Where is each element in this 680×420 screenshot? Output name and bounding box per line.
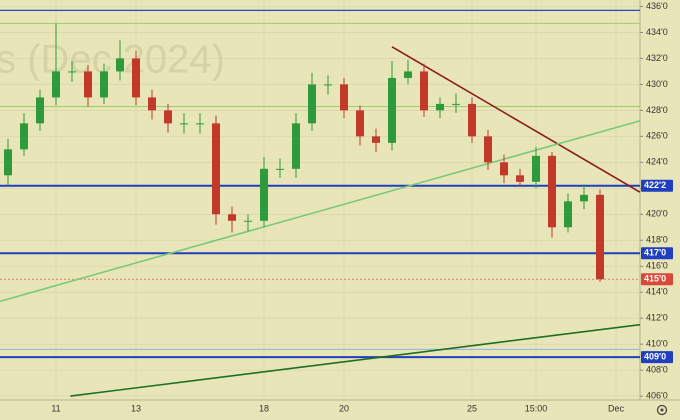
- price-tag: [641, 179, 673, 192]
- candle-body: [68, 71, 76, 73]
- candle-body: [340, 84, 348, 111]
- price-tag: [641, 351, 673, 364]
- candle-body: [420, 71, 428, 111]
- y-tick-label: 430'0: [646, 79, 668, 89]
- candle-body: [388, 77, 396, 143]
- candle-body: [404, 71, 412, 78]
- candle-body: [500, 162, 508, 176]
- trend-line: [70, 323, 641, 397]
- price-tag-label: 409'0: [644, 352, 666, 362]
- candle-body: [564, 201, 572, 228]
- x-tick-label: 20: [339, 403, 349, 413]
- watermark: s (Dec 2024): [0, 38, 225, 82]
- settings-icon[interactable]: [656, 404, 668, 416]
- x-tick-label: 11: [51, 403, 60, 413]
- x-tick-label: 18: [259, 403, 269, 413]
- candle-body: [228, 214, 236, 221]
- trend-line: [0, 120, 641, 303]
- trend-line: [391, 46, 641, 193]
- x-tick-label: Dec: [608, 403, 625, 413]
- y-tick-label: 424'0: [646, 157, 668, 167]
- candle-body: [580, 194, 588, 202]
- candle-body: [548, 155, 556, 228]
- candle-body: [212, 123, 220, 215]
- candle-body: [36, 97, 44, 124]
- y-tick-label: 426'0: [646, 131, 668, 141]
- candle-body: [308, 84, 316, 124]
- candle-body: [484, 136, 492, 163]
- price-tag-label: 422'2: [644, 180, 666, 190]
- price-tag-label: 415'0: [644, 274, 666, 284]
- candle-body: [372, 136, 380, 143]
- price-tag: [641, 247, 673, 260]
- price-tag-label: 417'0: [644, 248, 666, 258]
- y-tick-label: 418'0: [646, 235, 668, 245]
- candle-body: [516, 175, 524, 182]
- y-tick-label: 434'0: [646, 27, 668, 37]
- y-tick-label: 416'0: [646, 261, 668, 271]
- y-tick-label: 414'0: [646, 287, 668, 297]
- candle-body: [52, 71, 60, 98]
- x-tick-label: 25: [467, 403, 477, 413]
- price-tag: [641, 273, 673, 286]
- x-tick-label: 13: [131, 403, 141, 413]
- candle-body: [180, 123, 188, 125]
- candle-body: [84, 71, 92, 98]
- y-tick-label: 412'0: [646, 313, 668, 323]
- candle-body: [132, 58, 140, 98]
- x-tick-label: 15:00: [525, 403, 548, 413]
- candle-body: [244, 220, 252, 222]
- candle-body: [356, 110, 364, 137]
- candle-body: [196, 123, 204, 125]
- candle-body: [596, 194, 604, 280]
- y-tick-label: 406'0: [646, 390, 668, 400]
- candle-body: [100, 71, 108, 98]
- y-tick-label: 410'0: [646, 339, 668, 349]
- candle-body: [260, 168, 268, 221]
- candle-body: [276, 168, 284, 170]
- candle-body: [324, 84, 332, 86]
- candle-body: [452, 103, 460, 105]
- candle-body: [468, 103, 476, 137]
- candle-body: [4, 149, 12, 176]
- y-tick-label: 408'0: [646, 365, 668, 375]
- candle-body: [116, 58, 124, 72]
- candle-body: [292, 123, 300, 169]
- y-tick-label: 436'0: [646, 1, 668, 11]
- y-tick-label: 428'0: [646, 105, 668, 115]
- candle-body: [436, 103, 444, 111]
- candle-body: [532, 155, 540, 182]
- y-tick-label: 420'0: [646, 209, 668, 219]
- candle-body: [164, 110, 172, 124]
- plot-area: [0, 0, 640, 400]
- candle-body: [20, 123, 28, 150]
- candle-body: [148, 97, 156, 111]
- y-tick-label: 432'0: [646, 53, 668, 63]
